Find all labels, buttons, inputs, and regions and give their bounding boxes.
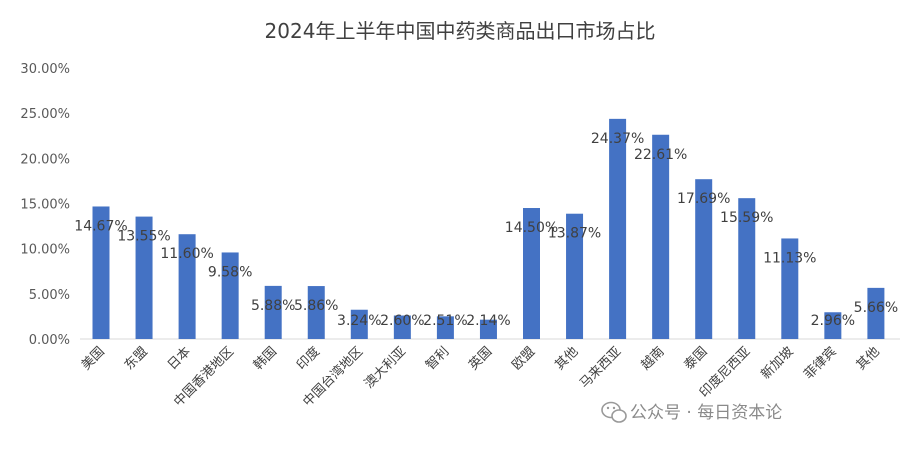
x-tick-label: 泰国 [682, 344, 711, 373]
x-tick-label: 其他 [552, 344, 581, 373]
bar [92, 206, 110, 339]
chart-title: 2024年上半年中国中药类商品出口市场占比 [265, 19, 656, 43]
data-label: 3.24% [337, 313, 381, 329]
x-tick-label: 澳大利亚 [361, 344, 409, 392]
data-label: 13.87% [548, 226, 601, 242]
data-label: 9.58% [208, 264, 252, 280]
x-tick-label: 东盟 [122, 344, 151, 373]
bar [781, 238, 799, 339]
y-tick-label: 20.00% [20, 152, 70, 167]
x-tick-label: 日本 [165, 344, 194, 373]
x-tick-label: 马来西亚 [577, 344, 624, 391]
bar [652, 134, 670, 339]
x-tick-label: 美国 [79, 344, 108, 373]
data-labels: 14.67%13.55%11.60%9.58%5.88%5.86%3.24%2.… [74, 131, 898, 329]
bar [307, 286, 325, 339]
x-tick-label: 越南 [638, 344, 668, 374]
bar [867, 287, 885, 339]
x-tick-label: 菲律宾 [801, 344, 840, 383]
data-label: 5.66% [854, 300, 898, 316]
wechat-icon [601, 401, 627, 423]
y-tick-label: 30.00% [20, 62, 70, 77]
x-tick-label: 韩国 [251, 344, 280, 373]
data-label: 11.13% [763, 250, 816, 266]
bar [566, 213, 584, 339]
data-label: 2.96% [811, 313, 855, 329]
x-tick-label: 印度 [293, 344, 323, 374]
data-label: 13.55% [117, 229, 170, 245]
data-label: 5.86% [294, 298, 338, 314]
y-tick-label: 25.00% [20, 107, 70, 122]
bar [135, 216, 153, 339]
data-label: 14.50% [505, 220, 558, 236]
x-tick-label: 英国 [466, 344, 495, 373]
data-label: 14.67% [74, 218, 127, 234]
data-label: 2.51% [423, 313, 467, 329]
y-tick-label: 0.00% [29, 333, 70, 348]
watermark: 公众号 · 每日资本论 [601, 401, 782, 423]
data-label: 22.61% [634, 147, 687, 163]
bar [479, 319, 497, 339]
x-tick-label: 欧盟 [509, 344, 538, 373]
bar [738, 198, 756, 339]
data-label: 17.69% [677, 191, 730, 207]
data-label: 2.60% [380, 313, 424, 329]
x-tick-label: 新加坡 [758, 344, 797, 383]
data-label: 24.37% [591, 131, 644, 147]
y-tick-label: 15.00% [20, 198, 70, 213]
x-tick-label: 其他 [854, 344, 883, 373]
y-tick-label: 10.00% [20, 243, 70, 258]
bar [350, 309, 368, 339]
bar [695, 179, 713, 339]
bar [609, 118, 627, 339]
bar [178, 234, 196, 339]
bar [393, 315, 411, 339]
data-label: 5.88% [251, 298, 295, 314]
y-tick-label: 5.00% [29, 288, 70, 303]
bar [523, 208, 540, 339]
data-label: 15.59% [720, 210, 773, 226]
y-axis: 0.00% 5.00% 10.00% 15.00% 20.00% 25.00% 30.00% [20, 62, 900, 348]
watermark-text: 公众号 · 每日资本论 [630, 403, 782, 423]
bar [436, 316, 454, 339]
x-tick-label: 智利 [423, 344, 452, 373]
data-label: 2.14% [466, 313, 510, 329]
bar [824, 312, 842, 339]
data-label: 11.60% [160, 246, 213, 262]
bars [92, 118, 885, 339]
bar [264, 285, 282, 339]
bar [221, 252, 239, 339]
